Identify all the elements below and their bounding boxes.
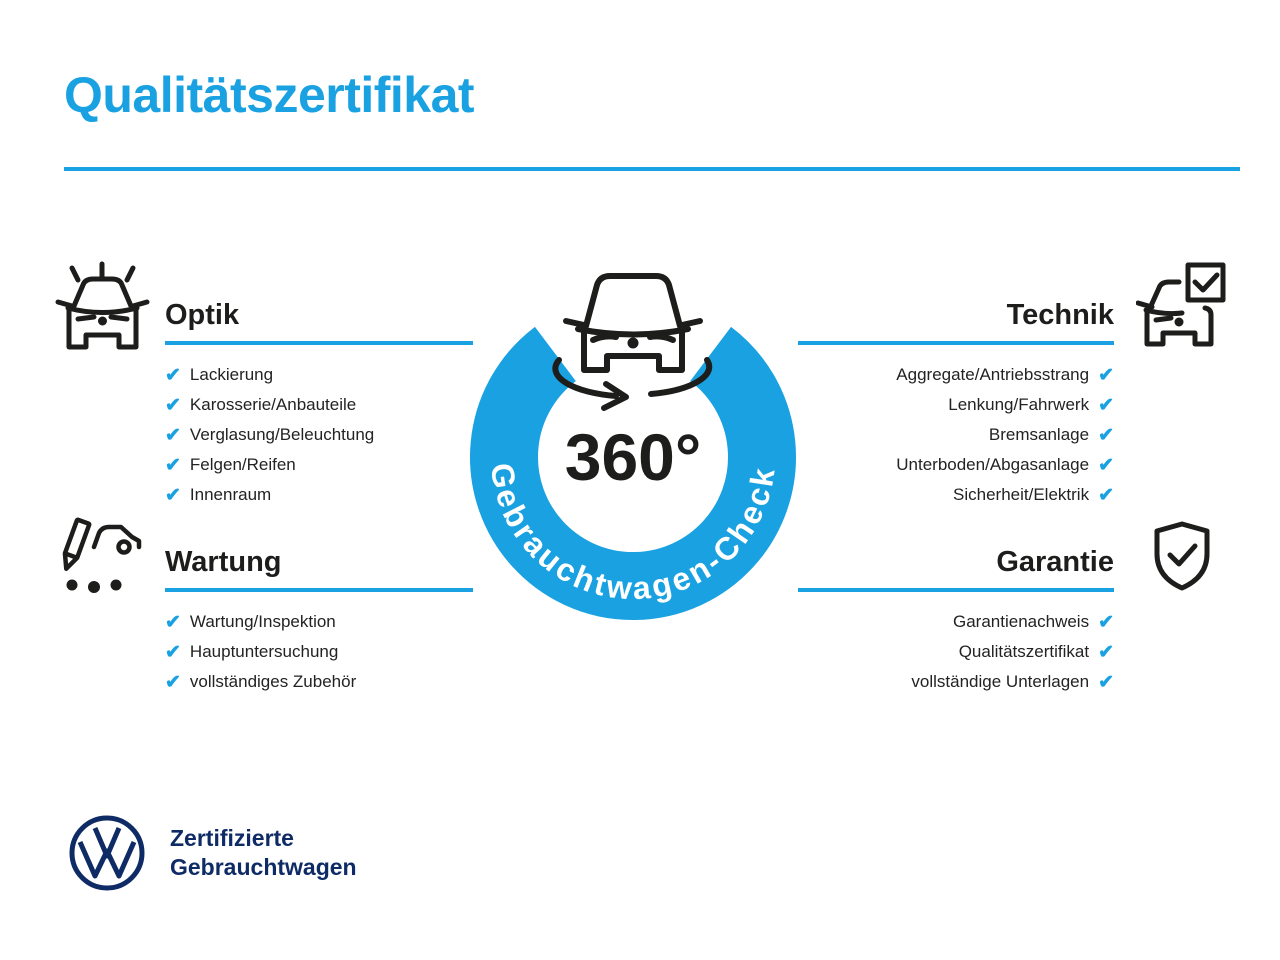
section-technik-list: Aggregate/Antriebsstrang ✔ Lenkung/Fahrwe…	[798, 360, 1114, 510]
list-item: ✔ Verglasung/Beleuchtung	[165, 420, 473, 450]
list-item-label: vollständige Unterlagen	[911, 672, 1090, 691]
list-item-label: Bremsanlage	[988, 425, 1090, 444]
list-item-label: Lenkung/Fahrwerk	[948, 395, 1090, 414]
section-optik: Optik ✔ Lackierung ✔ Karosserie/Anbauteile…	[165, 299, 473, 510]
check-icon: ✔	[1098, 484, 1114, 506]
list-item-label: vollständiges Zubehör	[189, 672, 357, 691]
vw-logo	[69, 815, 145, 891]
check-icon: ✔	[1098, 394, 1114, 416]
list-item: ✔ vollständiges Zubehör	[165, 667, 473, 697]
car-logo-dot	[627, 337, 639, 349]
shield-check-icon	[1154, 521, 1210, 591]
list-item: Sicherheit/Elektrik ✔	[798, 480, 1114, 510]
check-icon: ✔	[165, 454, 181, 476]
list-item: ✔ Innenraum	[165, 480, 473, 510]
section-garantie: Garantie Garantienachweis ✔ Qualitätszert…	[798, 546, 1114, 697]
title-divider	[64, 167, 1240, 171]
check-icon: ✔	[165, 424, 181, 446]
list-item-label: Hauptuntersuchung	[189, 642, 339, 661]
check-icon: ✔	[165, 364, 181, 386]
section-optik-divider	[165, 341, 473, 345]
footer-line-2: Gebrauchtwagen	[170, 854, 357, 880]
section-wartung-list: ✔ Wartung/Inspektion ✔ Hauptuntersuchung ✔…	[165, 607, 473, 697]
list-item-label: Qualitätszertifikat	[958, 642, 1090, 661]
car-shine-icon	[55, 261, 150, 350]
check-icon: ✔	[1098, 671, 1114, 693]
badge-ring	[470, 326, 796, 620]
section-wartung-divider	[165, 588, 473, 592]
section-garantie-list: Garantienachweis ✔ Qualitätszertifikat ✔ v…	[798, 607, 1114, 697]
degree-label: 360°	[565, 420, 702, 494]
check-icon: ✔	[1098, 454, 1114, 476]
check-icon: ✔	[165, 671, 181, 693]
car-checkbox-icon	[1136, 262, 1226, 347]
check-icon: ✔	[1098, 611, 1114, 633]
list-item: ✔ Hauptuntersuchung	[165, 637, 473, 667]
list-item-label: Wartung/Inspektion	[189, 612, 336, 631]
rotating-car-icon	[552, 273, 713, 411]
list-item-label: Karosserie/Anbauteile	[189, 395, 357, 414]
section-optik-list: ✔ Lackierung ✔ Karosserie/Anbauteile ✔ Verg…	[165, 360, 473, 510]
list-item: vollständige Unterlagen ✔	[798, 667, 1114, 697]
section-technik-title: Technik	[1006, 299, 1114, 331]
section-technik: Technik Aggregate/Antriebsstrang ✔ Lenkun…	[798, 299, 1114, 510]
section-technik-divider	[798, 341, 1114, 345]
list-item-label: Lackierung	[189, 365, 274, 384]
section-optik-title: Optik	[165, 299, 240, 331]
list-item: Unterboden/Abgasanlage ✔	[798, 450, 1114, 480]
list-item: Garantienachweis ✔	[798, 607, 1114, 637]
list-item-label: Sicherheit/Elektrik	[953, 485, 1090, 504]
list-item: ✔ Felgen/Reifen	[165, 450, 473, 480]
list-item: ✔ Lackierung	[165, 360, 473, 390]
section-garantie-divider	[798, 588, 1114, 592]
list-item: Qualitätszertifikat ✔	[798, 637, 1114, 667]
check-icon: ✔	[165, 484, 181, 506]
check-icon: ✔	[165, 641, 181, 663]
check-icon: ✔	[1098, 641, 1114, 663]
check-icon: ✔	[1098, 364, 1114, 386]
list-item-label: Aggregate/Antriebsstrang	[896, 365, 1090, 384]
pencil-car-checklist-icon	[62, 517, 142, 593]
check-icon: ✔	[1098, 424, 1114, 446]
list-item-label: Felgen/Reifen	[189, 455, 296, 474]
page-title: Qualitätszertifikat	[64, 67, 475, 123]
list-item-label: Innenraum	[189, 485, 272, 504]
footer-brand-text: Zertifizierte Gebrauchtwagen	[170, 824, 357, 882]
list-item-label: Garantienachweis	[953, 612, 1090, 631]
section-wartung-title: Wartung	[165, 546, 282, 578]
list-item: Bremsanlage ✔	[798, 420, 1114, 450]
list-item-label: Verglasung/Beleuchtung	[189, 425, 375, 444]
footer-line-1: Zertifizierte	[170, 825, 294, 851]
list-item: Lenkung/Fahrwerk ✔	[798, 390, 1114, 420]
list-item-label: Unterboden/Abgasanlage	[896, 455, 1090, 474]
section-wartung: Wartung ✔ Wartung/Inspektion ✔ Hauptunters…	[165, 546, 473, 697]
list-item: ✔ Wartung/Inspektion	[165, 607, 473, 637]
list-item: Aggregate/Antriebsstrang ✔	[798, 360, 1114, 390]
list-item: ✔ Karosserie/Anbauteile	[165, 390, 473, 420]
section-garantie-title: Garantie	[996, 546, 1114, 578]
check-icon: ✔	[165, 394, 181, 416]
check-icon: ✔	[165, 611, 181, 633]
360-check-badge: Gebrauchtwagen-Check 360°	[470, 273, 796, 620]
